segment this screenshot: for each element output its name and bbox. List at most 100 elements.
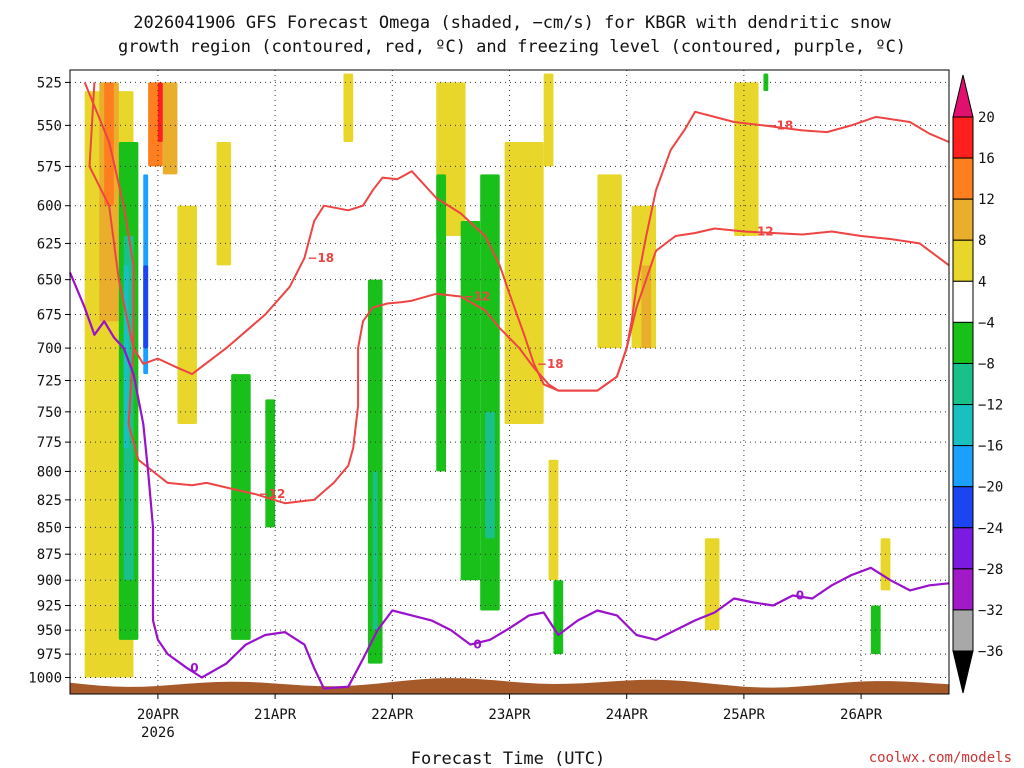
y-tick-label: 525 [37,75,62,91]
colorbar-swatch [952,362,974,406]
colorbar-swatch [952,445,974,488]
omega-patch [543,73,554,167]
y-tick-label: 850 [37,520,62,536]
contour-lines: −18 −18 −18 −12 −12 −12 0 0 0 [68,82,950,690]
x-tick-label: 24APR [606,707,649,723]
y-tick-label: 550 [37,118,62,134]
colorbar-label: −12 [978,398,1003,414]
y-tick-label: 775 [37,435,62,451]
colorbar-label: −4 [978,315,995,331]
dgz-contour-label: −18 [766,118,793,132]
colorbar-bottom-arrow [952,650,974,694]
x-tick-label: 23APR [488,707,531,723]
colorbar-swatch [952,280,974,323]
y-tick-label: 675 [37,308,62,324]
omega-patch [734,82,759,237]
y-tick-label: 800 [37,464,62,480]
colorbar-label: 12 [978,192,995,208]
colorbar-label: −20 [978,480,1003,496]
omega-patch [343,73,354,143]
freezing-level-contour [68,272,950,690]
x-tick-label: 26APR [840,707,883,723]
colorbar: 20 16 12 8 4 −4 −8 −12 −16 −20 −24 −28 −32 −36 [952,74,1003,694]
colorbar-swatch [952,609,974,652]
omega-patch [553,580,564,655]
omega-patch [162,82,178,175]
colorbar-swatch [952,527,974,570]
x-tick-sublabel: 2026 [141,725,175,741]
freezing-level-contour-label: 0 [473,638,481,652]
omega-patch [460,220,481,581]
y-axis-ticks: 525 550 575 600 625 650 675 700 725 750 775 800 825 8… [28,75,70,687]
colorbar-label: 4 [978,274,986,290]
terrain-fill [70,678,949,694]
terrain-area [70,678,949,694]
x-axis-ticks: 20APR 2026 21APR 22APR 23APR 24APR 25APR 26APR [137,694,883,741]
dgz-contour-label: −12 [259,487,286,501]
colorbar-swatch [952,568,974,611]
chart-title-line2: growth region (contoured, red, ºC) and f… [118,37,906,57]
y-tick-label: 750 [37,405,62,421]
dgz-contour [88,82,950,392]
omega-patch [436,174,447,472]
y-tick-label: 900 [37,573,62,589]
grid-lines [70,70,949,694]
dgz-contour-label: −18 [307,251,334,265]
omega-patch [372,471,378,631]
dgz-contour-label: −12 [464,290,491,304]
colorbar-label: −8 [978,356,995,372]
dgz-contour-label: −18 [537,357,564,371]
colorbar-label: −16 [978,439,1003,455]
plot-area: −18 −18 −18 −12 −12 −12 0 0 0 [68,69,950,695]
omega-patch [216,142,232,266]
y-tick-label: 825 [37,493,62,509]
y-tick-label: 725 [37,374,62,390]
y-tick-label: 975 [37,647,62,663]
y-tick-label: 600 [37,199,62,215]
y-tick-label: 650 [37,273,62,289]
colorbar-swatch [952,157,974,200]
omega-patch [480,174,500,611]
y-tick-label: 950 [37,623,62,639]
colorbar-label: −28 [978,562,1003,578]
omega-patch [597,174,622,349]
omega-patch [157,82,163,143]
omega-patch [265,399,276,528]
freezing-level-contour-label: 0 [190,661,198,675]
colorbar-swatch [952,198,974,241]
y-tick-label: 575 [37,159,62,175]
colorbar-swatch [952,404,974,447]
colorbar-label: −32 [978,603,1003,619]
x-tick-label: 20APR [137,707,180,723]
colorbar-label: 20 [978,110,995,126]
y-tick-label: 700 [37,341,62,357]
colorbar-swatch [952,239,974,282]
colorbar-top-arrow [952,74,974,118]
omega-patch [548,459,559,581]
y-tick-label: 925 [37,599,62,615]
y-tick-label: 875 [37,547,62,563]
chart-title-line1: 2026041906 GFS Forecast Omega (shaded, −… [133,13,891,33]
colorbar-label: 16 [978,151,995,167]
dgz-contour-label: −12 [747,225,774,239]
colorbar-swatch [952,116,974,159]
colorbar-label: 8 [978,233,986,249]
omega-patch [880,538,891,591]
credit-text: coolwx.com/models [869,750,1012,766]
freezing-level-contour-label: 0 [796,588,804,602]
colorbar-swatch [952,321,974,364]
colorbar-swatch [952,486,974,529]
y-tick-label: 625 [37,236,62,252]
omega-patch [504,142,544,425]
colorbar-label: −36 [978,644,1003,660]
x-axis-label: Forecast Time (UTC) [411,749,605,768]
y-tick-label: 1000 [28,671,62,687]
dgz-contour [83,82,950,505]
x-tick-label: 22APR [371,707,414,723]
x-tick-label: 21APR [254,707,297,723]
omega-shading [84,73,891,678]
omega-patch [231,374,251,640]
omega-patch [485,411,495,539]
colorbar-label: −24 [978,521,1003,537]
